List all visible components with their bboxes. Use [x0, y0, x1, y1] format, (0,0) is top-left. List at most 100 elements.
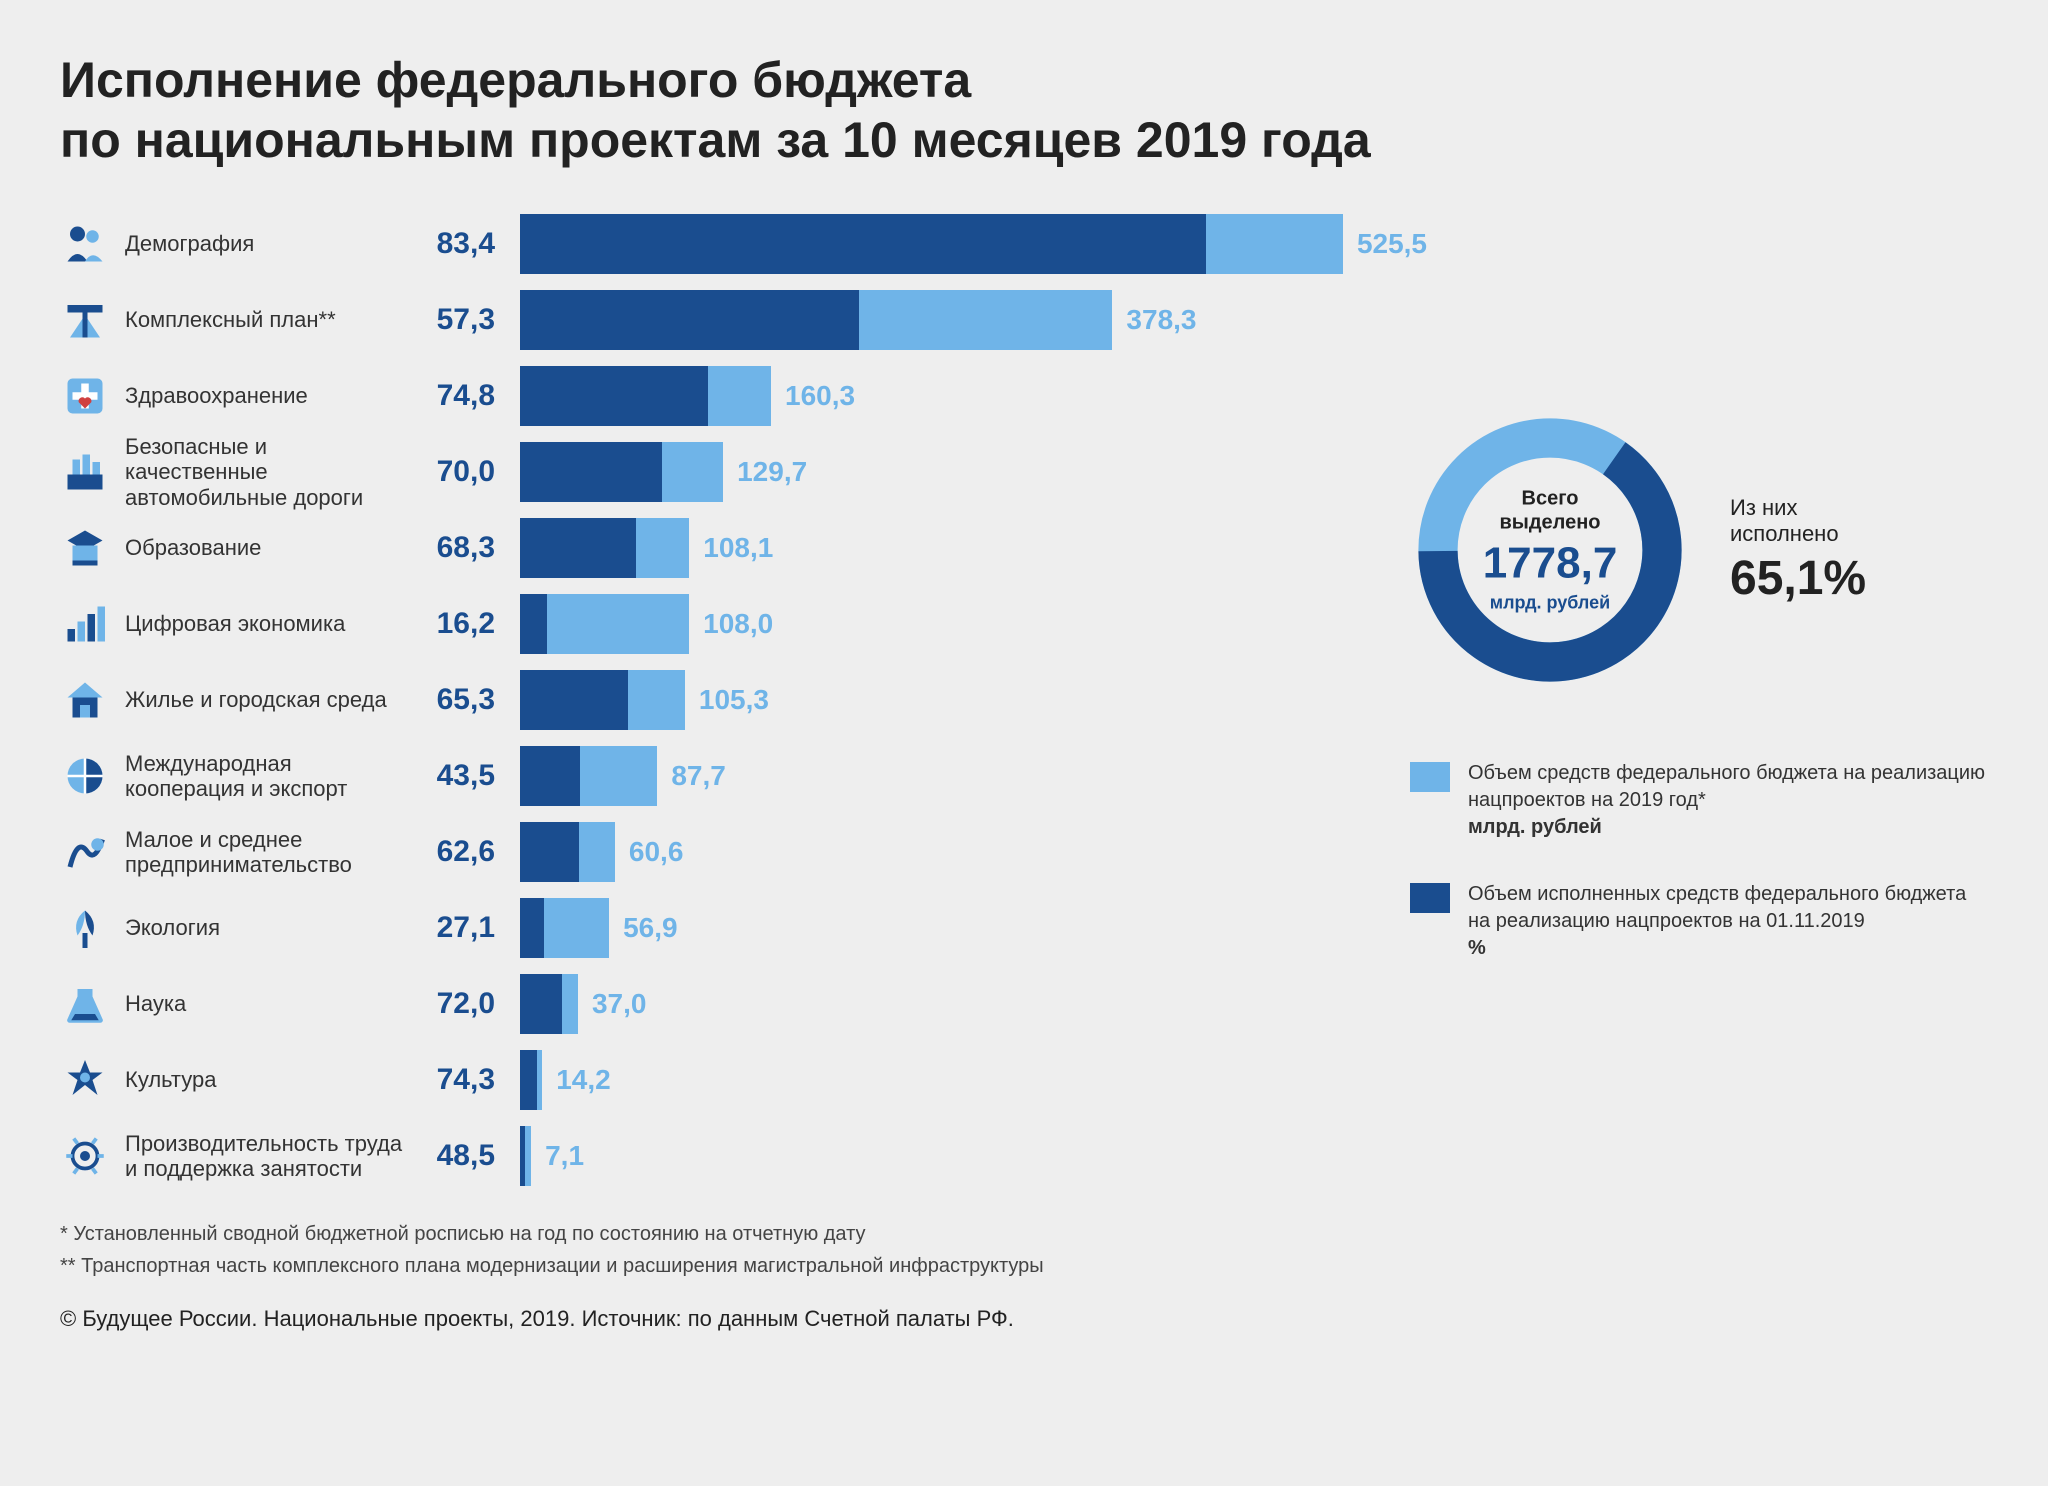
row-percent: 43,5	[420, 759, 520, 793]
page-title: Исполнение федерального бюджета по нацио…	[60, 50, 1988, 170]
row-percent: 62,6	[420, 835, 520, 869]
bar-value-label: 108,0	[703, 608, 773, 640]
culture-icon	[60, 1055, 110, 1105]
bar-value-label: 129,7	[737, 456, 807, 488]
row-label: Международная кооперация и экспорт	[110, 751, 420, 802]
bar-executed	[520, 746, 580, 806]
row-bars: 60,6	[520, 822, 1380, 882]
legend-item-dark: Объем исполненных средств федерального б…	[1410, 881, 1988, 962]
row-percent: 16,2	[420, 607, 520, 641]
chart-row: Наука72,037,0	[60, 970, 1380, 1038]
row-label: Цифровая экономика	[110, 611, 420, 636]
row-label: Экология	[110, 915, 420, 940]
row-bars: 87,7	[520, 746, 1380, 806]
row-bars: 108,1	[520, 518, 1380, 578]
row-percent: 74,3	[420, 1063, 520, 1097]
row-bars: 525,5	[520, 214, 1380, 274]
ecology-icon	[60, 903, 110, 953]
donut-summary: Всеговыделено 1778,7 млрд. рублей Из них…	[1410, 410, 1988, 690]
labor-icon	[60, 1131, 110, 1181]
row-bars: 37,0	[520, 974, 1380, 1034]
chart-row: Здравоохранение74,8 160,3	[60, 362, 1380, 430]
bar-executed	[520, 290, 859, 350]
side-panel: Всеговыделено 1778,7 млрд. рублей Из них…	[1410, 210, 1988, 1198]
row-percent: 65,3	[420, 683, 520, 717]
bar-executed	[520, 974, 562, 1034]
legend-text-light: Объем средств федерального бюджета на ре…	[1468, 760, 1988, 841]
science-icon	[60, 979, 110, 1029]
business-icon	[60, 827, 110, 877]
chart-row: Жилье и городская среда65,3 105,3	[60, 666, 1380, 734]
demography-icon	[60, 219, 110, 269]
row-percent: 57,3	[420, 303, 520, 337]
row-bars: 105,3	[520, 670, 1380, 730]
bar-executed	[520, 518, 636, 578]
row-label: Наука	[110, 991, 420, 1016]
digital-icon	[60, 599, 110, 649]
bar-executed	[520, 898, 544, 958]
chart-row: Малое и среднее предпринимательство62,6 6…	[60, 818, 1380, 886]
row-percent: 72,0	[420, 987, 520, 1021]
chart-row: Демография83,4525,5	[60, 210, 1380, 278]
bar-value-label: 60,6	[629, 836, 684, 868]
row-label: Здравоохранение	[110, 383, 420, 408]
row-bars: 7,1	[520, 1126, 1380, 1186]
legend-swatch-light	[1410, 762, 1450, 792]
row-bars: 160,3	[520, 366, 1380, 426]
chart-row: Образование68,3 108,1	[60, 514, 1380, 582]
bar-chart: Демография83,4525,5 Комплексный план**57,…	[60, 210, 1380, 1198]
row-label: Культура	[110, 1067, 420, 1092]
bar-value-label: 378,3	[1126, 304, 1196, 336]
bar-executed	[520, 1050, 537, 1110]
row-label: Безопасные и качественные автомобильные …	[110, 434, 420, 510]
row-label: Комплексный план**	[110, 307, 420, 332]
main-layout: Демография83,4525,5 Комплексный план**57,…	[60, 210, 1988, 1198]
bar-value-label: 105,3	[699, 684, 769, 716]
row-percent: 48,5	[420, 1139, 520, 1173]
chart-row: Безопасные и качественные автомобильные …	[60, 438, 1380, 506]
bar-value-label: 56,9	[623, 912, 678, 944]
bar-value-label: 160,3	[785, 380, 855, 412]
export-icon	[60, 751, 110, 801]
bar-value-label: 108,1	[703, 532, 773, 564]
footnotes: * Установленный сводной бюджетной роспис…	[60, 1218, 1988, 1282]
bar-executed	[520, 442, 662, 502]
donut-chart: Всеговыделено 1778,7 млрд. рублей	[1410, 410, 1690, 690]
row-bars: 14,2	[520, 1050, 1380, 1110]
row-percent: 74,8	[420, 379, 520, 413]
legend-item-light: Объем средств федерального бюджета на ре…	[1410, 760, 1988, 841]
row-percent: 83,4	[420, 227, 520, 261]
chart-row: Производительность труда и поддержка зан…	[60, 1122, 1380, 1190]
row-bars: 56,9	[520, 898, 1380, 958]
chart-row: Экология27,1 56,9	[60, 894, 1380, 962]
bar-executed	[520, 214, 1206, 274]
row-label: Производительность труда и поддержка зан…	[110, 1131, 420, 1182]
bar-executed	[520, 670, 628, 730]
row-bars: 129,7	[520, 442, 1380, 502]
bar-executed	[520, 822, 579, 882]
row-label: Демография	[110, 231, 420, 256]
health-icon	[60, 371, 110, 421]
row-percent: 68,3	[420, 531, 520, 565]
chart-row: Культура74,3 14,2	[60, 1046, 1380, 1114]
row-label: Жилье и городская среда	[110, 687, 420, 712]
legend-text-dark: Объем исполненных средств федерального б…	[1468, 881, 1988, 962]
row-label: Образование	[110, 535, 420, 560]
bar-executed	[520, 366, 708, 426]
row-percent: 27,1	[420, 911, 520, 945]
row-bars: 108,0	[520, 594, 1380, 654]
donut-center-text: Всеговыделено 1778,7 млрд. рублей	[1483, 487, 1618, 614]
donut-side-text: Из нихисполнено 65,1%	[1730, 495, 1866, 606]
education-icon	[60, 523, 110, 573]
bar-executed	[520, 594, 547, 654]
chart-row: Цифровая экономика16,2 108,0	[60, 590, 1380, 658]
legend-swatch-dark	[1410, 883, 1450, 913]
bar-value-label: 14,2	[556, 1064, 611, 1096]
chart-row: Комплексный план**57,3 378,3	[60, 286, 1380, 354]
chart-row: Международная кооперация и экспорт43,5 87…	[60, 742, 1380, 810]
bar-value-label: 87,7	[671, 760, 726, 792]
row-percent: 70,0	[420, 455, 520, 489]
row-bars: 378,3	[520, 290, 1380, 350]
plan-icon	[60, 295, 110, 345]
row-label: Малое и среднее предпринимательство	[110, 827, 420, 878]
